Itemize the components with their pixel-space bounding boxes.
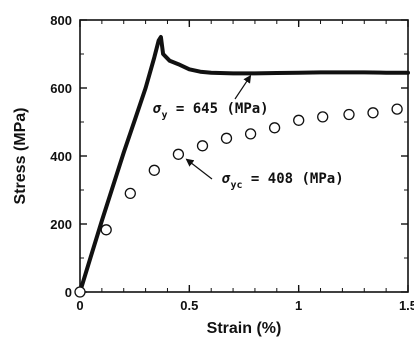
series-point-circle <box>244 128 257 140</box>
y-tick-label: 800 <box>50 13 72 28</box>
y-axis-ticks: 0 200 400 600 800 <box>50 13 408 300</box>
x-axis-title: Strain (%) <box>207 320 282 337</box>
series-point-circle <box>343 108 355 121</box>
annotation-label-sigma-yc: σyc = 408 (MPa) <box>221 171 344 191</box>
sigma-subscript: yc <box>230 180 242 191</box>
series-point-circle <box>124 187 136 200</box>
sigma-value: = 408 (MPa) <box>242 171 343 187</box>
sigma-symbol: σ <box>152 101 162 117</box>
y-tick-label: 200 <box>50 217 72 232</box>
series-layer <box>74 35 410 298</box>
x-tick-label: 0.5 <box>180 298 198 313</box>
annotation-sigma-yc: σyc = 408 (MPa) <box>185 158 344 191</box>
series-point-circle <box>293 114 305 126</box>
series-point-circle <box>148 164 160 176</box>
series-point-circle <box>317 111 329 123</box>
sigma-value: = 645 (MPa) <box>167 101 268 117</box>
x-tick-label: 1 <box>295 298 302 313</box>
annotation-sigma-y: σy = 645 (MPa) <box>152 74 269 121</box>
annotation-arrow-sigma-yc <box>185 158 213 180</box>
annotation-label-sigma-y: σy = 645 (MPa) <box>152 101 269 121</box>
x-tick-label: 1.5 <box>399 298 414 313</box>
series-point-circle <box>172 148 185 160</box>
series-line-measured <box>78 35 410 294</box>
x-axis-ticks: 0 0.5 1 1.5 <box>76 20 414 313</box>
series-point-circle <box>268 122 281 134</box>
series-point-circle <box>391 103 403 115</box>
y-tick-label: 400 <box>50 149 72 164</box>
y-axis-title: Stress (MPa) <box>12 108 29 205</box>
series-point-circle <box>74 286 86 298</box>
series-point-circle <box>367 107 379 119</box>
y-tick-label: 600 <box>50 81 72 96</box>
series-point-circle <box>220 132 233 144</box>
series-point-circle <box>196 140 209 152</box>
y-tick-label: 0 <box>65 285 72 300</box>
sigma-symbol: σ <box>221 171 231 187</box>
series-point-circle <box>100 224 112 236</box>
annotation-arrow-sigma-y <box>234 74 252 100</box>
x-tick-label: 0 <box>76 298 83 313</box>
sigma-subscript: y <box>161 110 167 121</box>
plot-frame <box>79 19 409 293</box>
